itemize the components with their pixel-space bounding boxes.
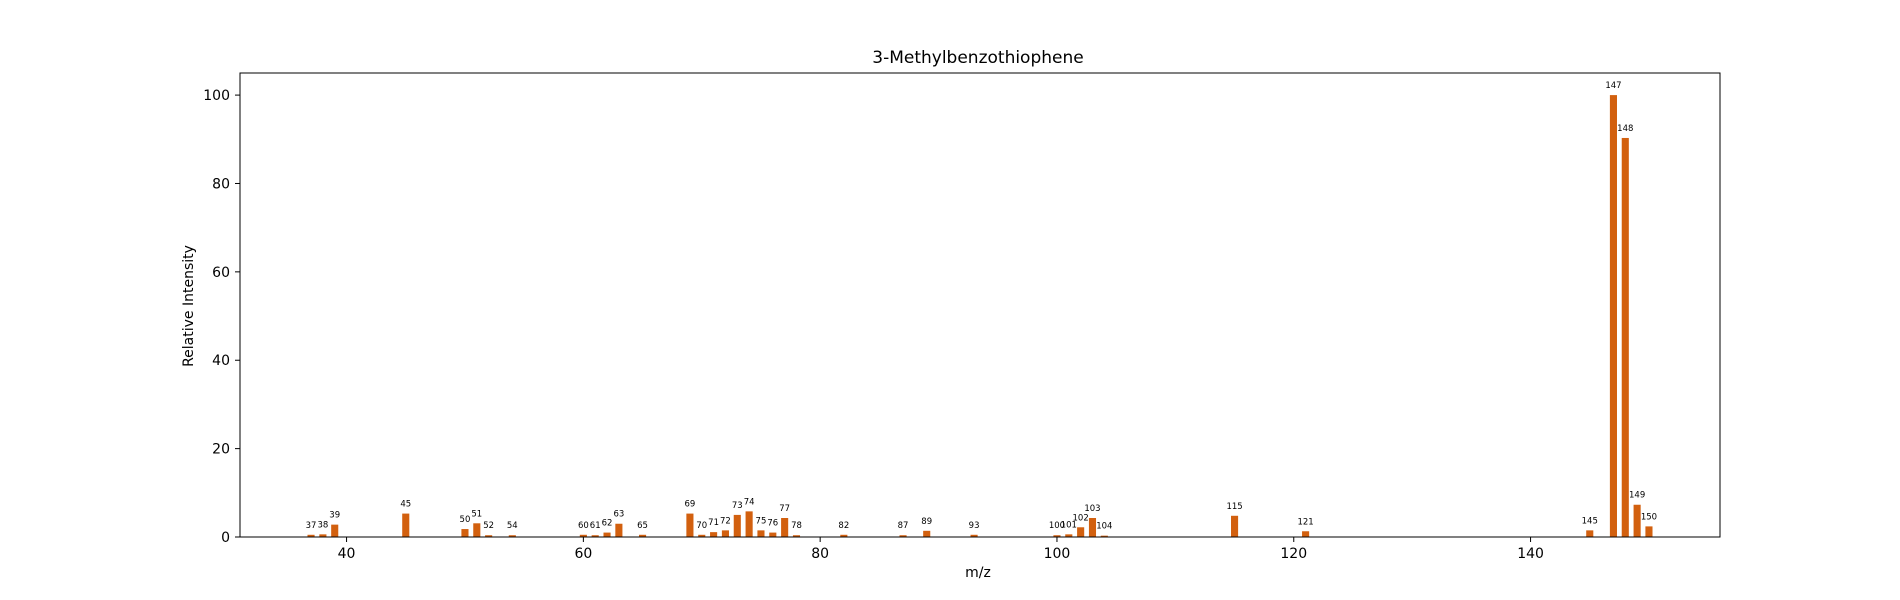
bar-mz-87 <box>899 535 907 537</box>
x-tick-label: 120 <box>1280 546 1307 562</box>
bar-label-mz-145: 145 <box>1582 516 1598 526</box>
bar-mz-65 <box>639 534 647 537</box>
bar-mz-145 <box>1586 530 1594 537</box>
bar-label-mz-121: 121 <box>1297 517 1313 527</box>
x-axis-ticks: 40 60 80 100 120 140 <box>338 537 1544 562</box>
x-tick-label: 100 <box>1044 546 1071 562</box>
x-tick-label: 40 <box>338 546 356 562</box>
bar-mz-77 <box>781 518 789 537</box>
bar-label-mz-62: 62 <box>602 519 613 529</box>
bar-mz-72 <box>721 530 729 537</box>
bar-mz-38 <box>319 534 327 537</box>
bar-label-mz-78: 78 <box>791 521 802 531</box>
bar-label-mz-89: 89 <box>921 517 932 527</box>
bar-mz-37 <box>307 534 315 537</box>
bar-mz-52 <box>485 535 493 537</box>
y-tick-label: 20 <box>212 442 230 458</box>
bar-mz-78 <box>792 535 801 537</box>
bar-mz-54 <box>508 535 516 537</box>
bar-label-mz-63: 63 <box>613 510 624 520</box>
bar-mz-103 <box>1088 518 1097 537</box>
bar-mz-74 <box>745 511 753 537</box>
bar-mz-121 <box>1302 531 1310 537</box>
bar-label-mz-70: 70 <box>696 521 707 531</box>
bar-label-mz-87: 87 <box>898 521 909 531</box>
bar-mz-69 <box>686 513 694 537</box>
bar-label-mz-77: 77 <box>779 504 790 514</box>
bar-mz-39 <box>331 524 339 537</box>
bar-label-mz-100: 100 <box>1049 521 1065 531</box>
bar-label-mz-101: 101 <box>1061 520 1077 530</box>
bar-label-mz-150: 150 <box>1641 512 1657 522</box>
bar-label-mz-93: 93 <box>969 521 980 531</box>
bar-label-mz-39: 39 <box>329 511 340 521</box>
bar-label-mz-45: 45 <box>400 500 411 510</box>
bar-label-mz-61: 61 <box>590 521 601 531</box>
x-axis-label: m/z <box>965 565 991 581</box>
bar-mz-73 <box>733 514 741 537</box>
bar-mz-100 <box>1053 535 1061 537</box>
bar-mz-101 <box>1065 534 1073 537</box>
bar-label-mz-69: 69 <box>685 500 696 510</box>
bar-label-mz-82: 82 <box>838 521 849 531</box>
y-tick-label: 60 <box>212 265 230 281</box>
x-tick-label: 140 <box>1517 546 1544 562</box>
bar-label-mz-147: 147 <box>1605 81 1621 91</box>
bar-label-mz-103: 103 <box>1084 504 1100 514</box>
bar-label-mz-75: 75 <box>756 516 767 526</box>
bar-mz-51 <box>473 523 481 537</box>
bar-mz-150 <box>1645 526 1653 537</box>
bar-label-mz-37: 37 <box>306 521 317 531</box>
x-tick-label: 60 <box>574 546 592 562</box>
bar-mz-149 <box>1633 504 1641 537</box>
y-axis-label: Relative Intensity <box>181 245 197 367</box>
bar-label-mz-54: 54 <box>507 521 518 531</box>
bar-mz-93 <box>970 534 978 537</box>
bar-label-mz-65: 65 <box>637 521 648 531</box>
bar-label-mz-73: 73 <box>732 501 743 511</box>
bar-label-mz-102: 102 <box>1073 513 1089 523</box>
bar-mz-148 <box>1621 137 1629 537</box>
chart-title: 3-Methylbenzothiophene <box>872 48 1083 68</box>
bar-label-mz-52: 52 <box>483 521 494 531</box>
bar-label-mz-51: 51 <box>471 509 482 519</box>
bar-mz-75 <box>757 530 765 537</box>
bar-label-mz-149: 149 <box>1629 491 1645 501</box>
bar-mz-61 <box>591 535 599 537</box>
bar-mz-70 <box>698 534 706 537</box>
bar-label-mz-115: 115 <box>1226 502 1242 512</box>
bar-mz-63 <box>615 523 623 537</box>
bar-label-mz-72: 72 <box>720 516 731 526</box>
bar-mz-50 <box>461 529 469 537</box>
bar-mz-147 <box>1609 95 1617 537</box>
bar-label-mz-74: 74 <box>744 497 755 507</box>
bar-label-mz-60: 60 <box>578 521 589 531</box>
bar-mz-104 <box>1100 535 1108 537</box>
bar-label-mz-71: 71 <box>708 518 719 528</box>
bar-mz-82 <box>840 534 848 537</box>
plot-area-frame <box>239 72 1721 538</box>
bar-mz-76 <box>769 532 777 537</box>
bar-mz-45 <box>402 513 410 537</box>
x-tick-label: 80 <box>811 546 829 562</box>
bar-mz-60 <box>579 534 587 537</box>
y-tick-label: 100 <box>203 88 230 104</box>
bars-group <box>307 95 1653 537</box>
bar-mz-62 <box>603 532 611 537</box>
bar-mz-102 <box>1077 527 1085 537</box>
bar-label-mz-148: 148 <box>1617 124 1633 134</box>
y-tick-label: 0 <box>221 530 230 546</box>
bar-mz-89 <box>923 530 931 537</box>
bar-label-mz-76: 76 <box>767 519 778 529</box>
y-axis-ticks: 0 20 40 60 80 100 <box>203 88 240 546</box>
bar-mz-115 <box>1231 515 1239 537</box>
bar-label-mz-50: 50 <box>460 515 471 525</box>
bar-mz-71 <box>710 532 718 537</box>
bar-label-mz-104: 104 <box>1096 522 1112 532</box>
bar-label-mz-38: 38 <box>317 520 328 530</box>
y-tick-label: 80 <box>212 176 230 192</box>
y-tick-label: 40 <box>212 353 230 369</box>
